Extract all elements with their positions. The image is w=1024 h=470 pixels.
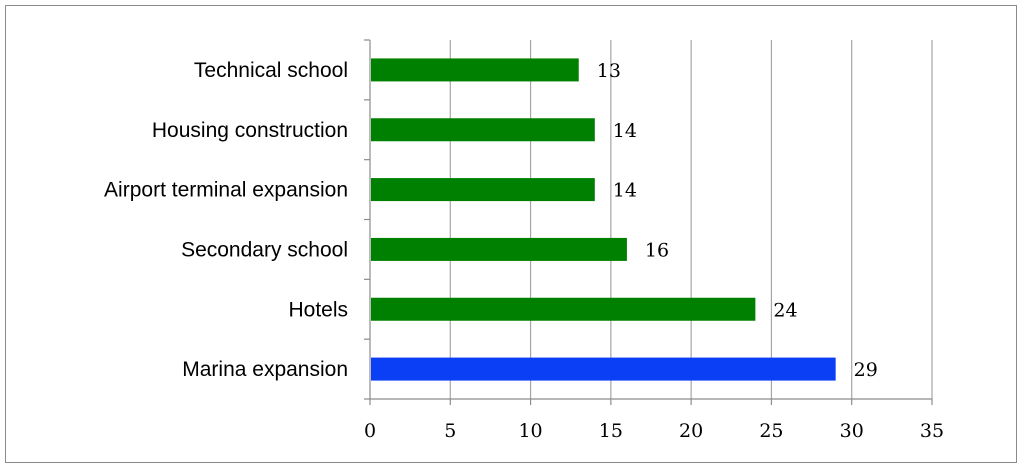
x-tick-label: 20 xyxy=(679,420,703,442)
labels: 0 5 10 15 20 25 30 35 Technical school 13 Housing … xyxy=(104,59,944,442)
x-tick-label: 0 xyxy=(364,420,376,442)
bar xyxy=(371,357,836,381)
category-label: Secondary school xyxy=(181,238,348,261)
data-label: 29 xyxy=(854,359,878,381)
x-tick-label: 10 xyxy=(518,420,542,442)
bar-chart: 0 5 10 15 20 25 30 35 Technical school 13 Housing … xyxy=(104,39,944,442)
x-tick-label: 5 xyxy=(444,420,456,442)
data-label: 14 xyxy=(613,180,637,202)
data-label: 16 xyxy=(645,239,669,261)
category-label: Housing construction xyxy=(152,119,348,142)
axes xyxy=(364,39,933,405)
x-tick-label: 15 xyxy=(599,420,623,442)
x-tick-label: 30 xyxy=(840,420,864,442)
chart-frame: 0 5 10 15 20 25 30 35 Technical school 13 Housing … xyxy=(5,5,1017,463)
gridlines xyxy=(449,40,933,399)
x-tick-label: 35 xyxy=(920,420,944,442)
data-label: 24 xyxy=(773,299,797,321)
data-label: 14 xyxy=(613,120,637,142)
bar xyxy=(371,178,595,202)
bars xyxy=(371,58,836,381)
bar xyxy=(371,237,627,261)
bar xyxy=(371,118,595,142)
category-label: Airport terminal expansion xyxy=(104,179,348,202)
data-label: 13 xyxy=(597,60,621,82)
bar xyxy=(371,297,756,321)
category-label: Marina expansion xyxy=(182,358,348,381)
x-tick-label: 25 xyxy=(759,420,783,442)
bar xyxy=(371,58,579,82)
category-label: Technical school xyxy=(194,59,348,82)
category-label: Hotels xyxy=(288,298,348,321)
